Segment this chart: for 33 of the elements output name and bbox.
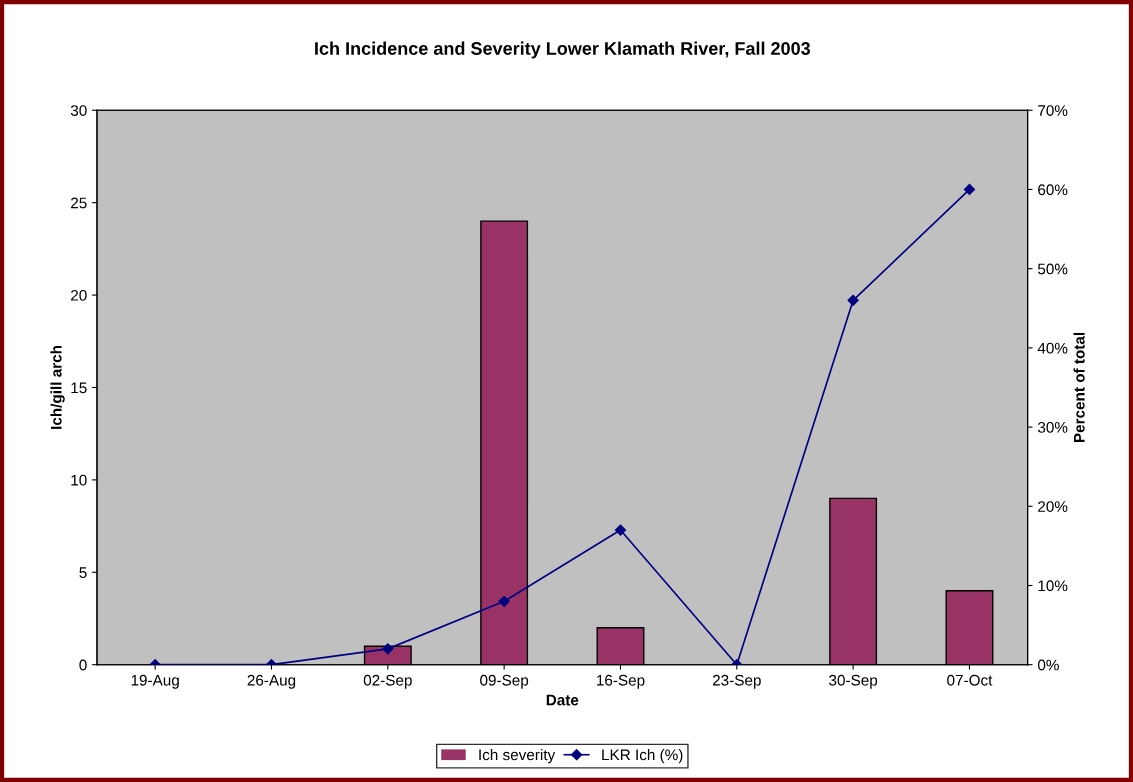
y-tick-label: 10 [71,474,87,486]
y-tick-label: 25 [71,197,87,209]
y-axis-title: Ich/gill arch [50,345,65,429]
legend-label: Ich severity [479,749,556,764]
x-tick-label: 19-Aug [131,674,179,689]
y2-tick-label: 10% [1038,580,1068,592]
y-tick-label: 15 [71,382,87,394]
y-tick-label: 20 [71,289,87,301]
y2-tick-label: 70% [1038,105,1068,116]
x-tick-label: 02-Sep [363,674,412,689]
y2-axis-title: Percent of total [1073,332,1085,443]
point [963,183,976,196]
y2-tick-label: 50% [1037,263,1068,275]
y-tick-label: 30 [70,105,87,116]
x-tick-label: 09-Sep [480,674,529,689]
y2-tick-label: 0% [1037,659,1059,671]
x-tick-label: 30-Sep [829,674,878,689]
x-tick-label: 07-Oct [947,674,993,686]
point [498,595,510,607]
x-tick-label: 23-Sep [712,674,761,689]
legend-label: LKR Ich (%) [602,749,683,764]
y2-tick-label: 20% [1038,501,1068,512]
y2-tick-label: 30% [1037,421,1068,433]
y2-tick-label: 60% [1038,184,1068,196]
point [614,524,627,536]
x-axis-title: Date [546,694,579,706]
point [847,294,859,306]
chart-title: Ich Incidence and Severity Lower Klamath River, Fall 2003 [315,41,811,59]
x-tick-label: 26-Aug [247,674,296,689]
y-tick-label: 5 [79,567,87,578]
x-tick-label: 16-Sep [597,674,645,689]
y-tick-label: 0 [79,659,87,671]
y2-tick-label: 40% [1037,342,1068,354]
